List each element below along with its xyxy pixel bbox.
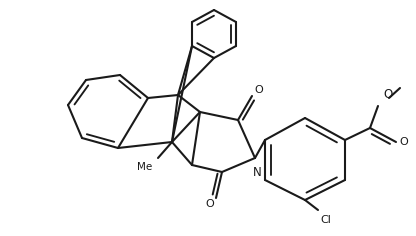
Text: Cl: Cl xyxy=(320,215,331,225)
Text: O: O xyxy=(254,85,263,95)
Text: N: N xyxy=(253,166,261,179)
Text: O: O xyxy=(399,137,408,147)
Text: Me: Me xyxy=(137,162,152,172)
Text: O: O xyxy=(383,88,392,101)
Text: O: O xyxy=(205,199,214,209)
